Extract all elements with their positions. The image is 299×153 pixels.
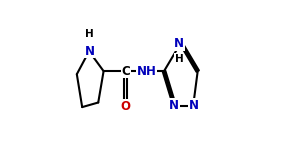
Text: H: H bbox=[175, 54, 184, 64]
Text: N: N bbox=[189, 99, 199, 112]
Text: C: C bbox=[121, 65, 130, 78]
Text: N: N bbox=[169, 99, 179, 112]
Text: O: O bbox=[121, 100, 131, 113]
Text: NH: NH bbox=[137, 65, 156, 78]
Text: N: N bbox=[174, 37, 184, 50]
Text: H: H bbox=[85, 29, 94, 39]
Text: N: N bbox=[85, 45, 94, 58]
